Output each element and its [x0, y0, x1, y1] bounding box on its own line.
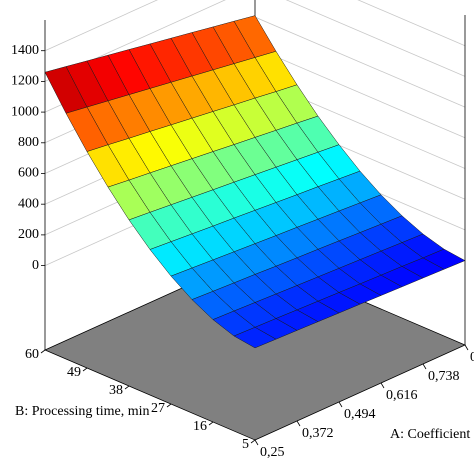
x-tick-label: 0,616: [386, 388, 418, 403]
grid-line: [44, 0, 466, 52]
y-axis-title: B: Processing time, min: [15, 404, 150, 419]
y-tick-label: 27: [151, 401, 165, 416]
y-tick-label: 38: [109, 383, 123, 398]
y-tick: [40, 349, 46, 354]
x-tick-label: 0,738: [428, 369, 460, 384]
z-tick-label: 1000: [11, 104, 39, 119]
y-tick: [208, 421, 214, 426]
y-tick: [82, 367, 88, 372]
z-tick-label: 600: [18, 166, 39, 181]
x-tick-label: 0,372: [302, 426, 334, 441]
x-tick-label: 0,86: [470, 350, 474, 365]
y-tick-label: 16: [193, 419, 207, 434]
y-tick-label: 60: [25, 347, 39, 362]
y-tick: [250, 439, 256, 444]
x-tick: [254, 439, 259, 446]
y-tick: [166, 403, 172, 408]
x-axis-title: A: Coefficient of variation: [390, 427, 474, 442]
z-tick-label: 0: [32, 258, 39, 273]
y-tick: [124, 385, 130, 390]
z-tick-label: 1200: [11, 74, 39, 89]
x-tick-label: 0,494: [344, 407, 376, 422]
x-tick-label: 0,25: [260, 445, 285, 460]
y-tick-label: 49: [67, 365, 81, 380]
grid-line: [44, 0, 466, 82]
x-tick: [464, 344, 469, 351]
z-tick-label: 800: [18, 135, 39, 150]
x-tick: [296, 420, 301, 427]
x-tick: [338, 401, 343, 408]
y-tick-label: 5: [242, 437, 249, 452]
z-tick-label: 400: [18, 196, 39, 211]
x-tick: [422, 363, 427, 370]
x-tick: [380, 382, 385, 389]
z-tick-label: 200: [18, 227, 39, 242]
surface-cell: [233, 327, 277, 349]
z-tick-label: 1400: [11, 43, 39, 58]
